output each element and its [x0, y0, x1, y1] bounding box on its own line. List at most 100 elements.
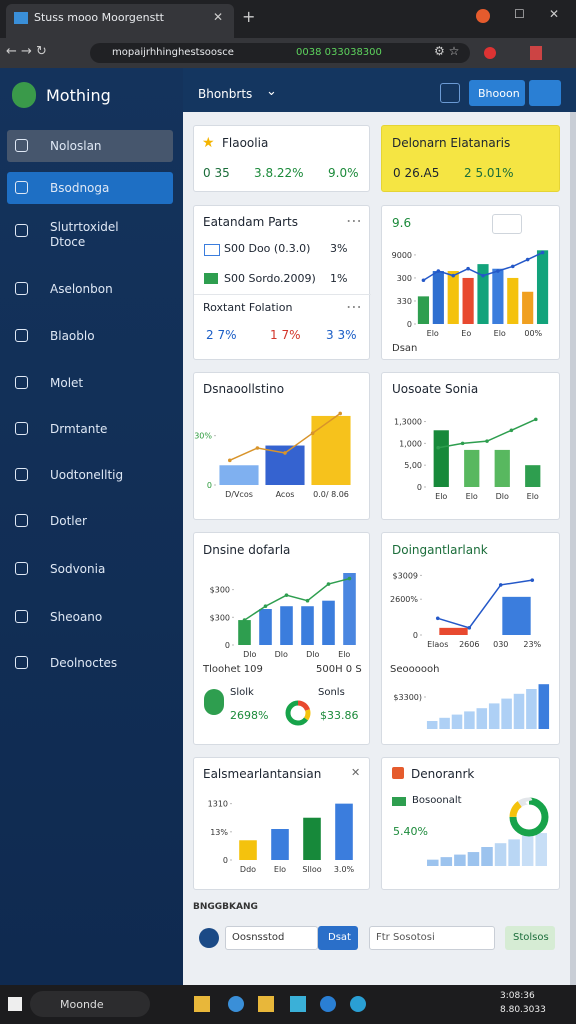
taskbar-app[interactable] — [290, 996, 306, 1012]
bookmark[interactable]: ⚙ ☆ — [434, 44, 460, 58]
header-button[interactable] — [469, 80, 525, 106]
trend-point — [525, 257, 530, 262]
card-title: Doingantlarlank — [392, 543, 488, 557]
bar — [467, 852, 480, 866]
tab[interactable] — [6, 4, 234, 38]
bar — [494, 843, 507, 866]
trend-point — [242, 618, 247, 622]
bar — [280, 606, 293, 645]
tab-bar: Stuss mooo Moorgenstt ✕ + ☐ ✕ — [0, 0, 576, 38]
bar — [507, 277, 519, 324]
trend-point — [466, 266, 470, 271]
x-tick-label: 23% — [523, 640, 541, 649]
filter-input[interactable] — [369, 926, 495, 950]
card: Delonarn Elatanaris 0 26.A5 2 5.01% — [381, 125, 560, 192]
trend-point — [263, 604, 268, 609]
taskbar-app[interactable] — [228, 996, 244, 1012]
close[interactable]: ✕ — [351, 766, 361, 779]
y-tick-label: $300 — [210, 613, 230, 622]
stat: 9.0% — [328, 166, 359, 180]
trend-point — [283, 451, 287, 455]
taskbar-app[interactable] — [258, 996, 274, 1012]
maximize[interactable]: ☐ — [514, 7, 525, 21]
bar — [301, 606, 314, 645]
header-icon-button[interactable] — [529, 80, 561, 106]
y-tick-label: 2600% — [390, 595, 418, 604]
bar — [238, 620, 251, 645]
bar — [259, 609, 272, 645]
bar — [526, 689, 537, 729]
card-chart: 0 13% 1310 Ddo Elo Slloo 3.0% — [208, 800, 355, 874]
clock-date: 8.80.3033 — [500, 1005, 546, 1015]
x-tick-label: D/Vcos — [225, 490, 253, 499]
ext[interactable] — [484, 47, 496, 59]
logo-icon — [12, 82, 36, 108]
taskbar-app[interactable] — [350, 996, 366, 1012]
sidebar — [0, 68, 183, 985]
sidebar-item[interactable] — [7, 130, 173, 162]
sidebar-label: Deolnoctes — [50, 656, 118, 670]
sidebar-label: Blaoblo — [50, 329, 95, 343]
y-tick-label: 330 — [397, 297, 412, 306]
sidebar-item[interactable] — [7, 172, 173, 204]
sidebar-icon — [15, 181, 28, 194]
trend-line — [438, 418, 537, 449]
card-button[interactable] — [492, 214, 522, 234]
bar — [464, 711, 475, 729]
card-subtitle: Bosoonalt — [412, 795, 462, 806]
item-value: $33.86 — [320, 709, 359, 722]
icon-button[interactable] — [440, 83, 460, 103]
trend-line — [244, 577, 350, 621]
taskbar-app[interactable] — [194, 996, 210, 1012]
taskbar-app[interactable] — [320, 996, 336, 1012]
menu[interactable]: ⋯ — [346, 211, 362, 230]
scrollbar — [570, 112, 576, 985]
sidebar-label: Molet — [50, 376, 84, 390]
card-title: Uosoate Sonia — [392, 382, 479, 396]
x-tick-label: Elo — [427, 329, 439, 338]
profile[interactable] — [476, 9, 490, 23]
search-input-text: Oosnsstod — [232, 932, 285, 943]
ext[interactable] — [530, 46, 542, 60]
trend-point — [228, 458, 232, 463]
menu[interactable]: ⋯ — [346, 297, 362, 316]
bar — [535, 833, 547, 866]
card: Denoranrk Bosoonalt 5.40% — [381, 757, 560, 890]
logo: Mothing — [46, 86, 111, 105]
x-tick-label: Ddo — [240, 865, 256, 874]
sidebar-label: Aselonbon — [50, 282, 113, 296]
trend-point — [530, 578, 535, 582]
trend-point — [509, 428, 514, 433]
y-tick-label: $30% — [194, 432, 212, 441]
bar — [538, 684, 550, 729]
taskbar-search[interactable] — [30, 991, 150, 1017]
sidebar-icon — [15, 656, 28, 669]
y-tick-label: 1,3000 — [394, 418, 422, 427]
x-tick-label: 00% — [524, 329, 542, 338]
bar — [322, 600, 335, 645]
tab-close[interactable]: ✕ — [213, 10, 224, 24]
clock-time: 3:08:36 — [500, 991, 535, 1001]
bar — [303, 817, 321, 860]
omnibox[interactable] — [90, 43, 470, 63]
x-tick-label: 3.0% — [334, 865, 355, 874]
nav-buttons[interactable]: ← → ↻ — [6, 44, 47, 59]
search-input[interactable] — [225, 926, 318, 950]
new-tab[interactable]: + — [242, 7, 256, 26]
header-dropdown[interactable]: Bhonbrts — [198, 87, 253, 101]
search-button-label: Dsat — [328, 932, 351, 943]
search-button[interactable] — [318, 926, 358, 950]
sidebar-icon — [15, 610, 28, 623]
x-tick-label: Elo — [466, 492, 478, 501]
action-button[interactable] — [505, 926, 555, 950]
y-tick-label: 0 — [413, 631, 418, 640]
start-button[interactable] — [8, 997, 22, 1011]
card-chart: 0 $300 $300 Dlo Dlo Dlo Elo — [210, 573, 356, 726]
card-footer: Tloohet 109 — [203, 664, 263, 675]
card-chart: 0 330 300 9000 Elo Eo Elo 00% — [392, 250, 549, 338]
close[interactable]: ✕ — [549, 7, 560, 21]
trend-point — [540, 250, 545, 255]
filter-input-text: Ftr Sosotosi — [376, 932, 435, 943]
bar — [477, 264, 489, 324]
avatar — [204, 689, 224, 715]
